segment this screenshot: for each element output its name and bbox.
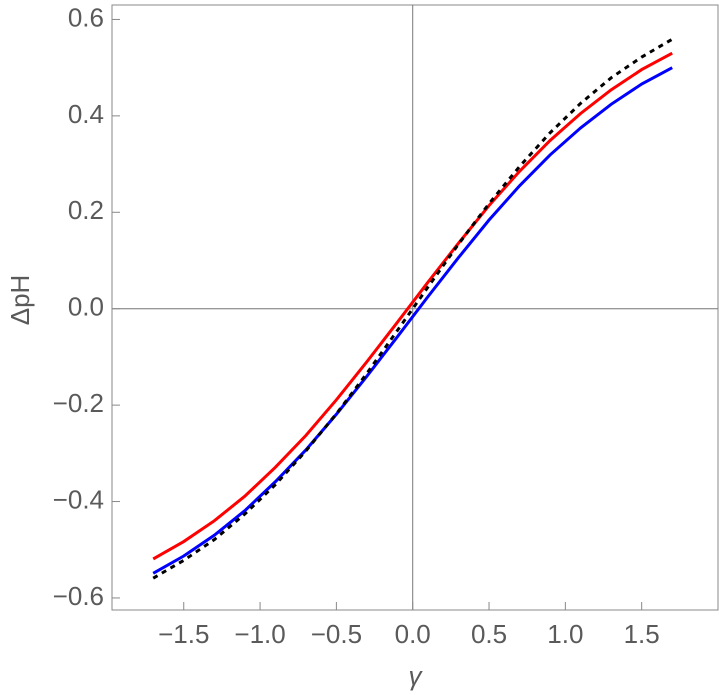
x-tick-label: 0.0 xyxy=(395,619,431,649)
x-tick-label: 1.5 xyxy=(624,619,660,649)
y-tick-label: 0.6 xyxy=(68,2,104,32)
y-tick-label: −0.4 xyxy=(53,484,104,514)
series-line xyxy=(152,37,673,580)
x-tick-label: −0.5 xyxy=(311,619,362,649)
y-tick-label: 0.0 xyxy=(68,292,104,322)
y-tick-label: 0.4 xyxy=(68,99,104,129)
y-tick-label: −0.6 xyxy=(53,581,104,611)
y-tick-label: 0.2 xyxy=(68,195,104,225)
x-axis-label: γ xyxy=(409,661,424,691)
x-tick-label: −1.5 xyxy=(158,619,209,649)
plot-frame xyxy=(111,4,719,611)
y-axis-label: ΔpH xyxy=(5,275,35,326)
y-tick-label: −0.2 xyxy=(53,388,104,418)
x-tick-label: 1.0 xyxy=(547,619,583,649)
x-tick-label: 0.5 xyxy=(471,619,507,649)
series-line xyxy=(152,51,673,561)
x-tick-label: −1.0 xyxy=(234,619,285,649)
series-line xyxy=(152,66,673,575)
